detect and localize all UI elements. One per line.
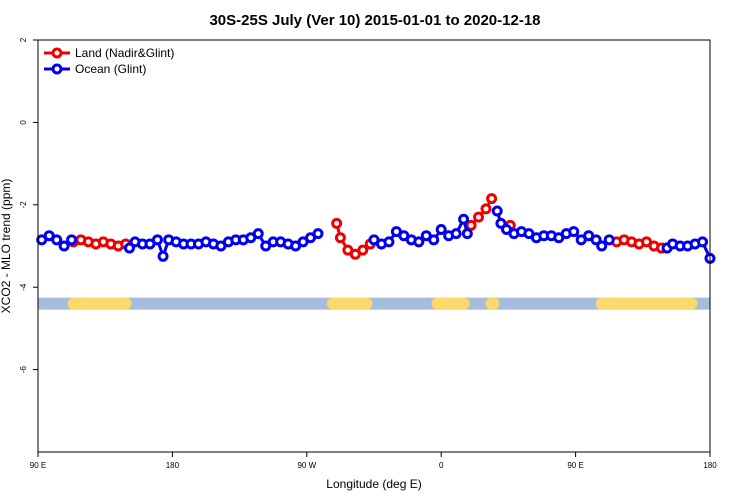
x-tick-label: 180 [703,461,717,470]
y-tick-label: -2 [19,201,28,209]
plot-series [36,193,716,264]
data-point [486,193,498,205]
data-point [480,203,492,215]
data-point [331,217,343,229]
y-axis-label: XCO2 - MLO trend (ppm) [0,179,13,314]
data-point [590,234,602,246]
data-point [413,236,425,248]
x-axis: 90 E 180 90 W 0 90 E 180 [30,452,717,470]
legend: Land (Nadir&Glint) Ocean (Glint) [44,46,174,76]
x-tick-label: 90 W [297,461,316,470]
data-point [461,228,473,240]
x-axis-label: Longitude (deg E) [326,477,421,491]
data-point [312,228,324,240]
data-point [151,234,163,246]
plot-frame [37,39,711,453]
data-point [465,219,477,231]
data-point [458,213,470,225]
legend-label: Land (Nadir&Glint) [75,46,174,60]
y-tick-label: 2 [19,37,28,42]
data-point [334,232,346,244]
data-point [51,234,63,246]
legend-marker [51,47,63,59]
data-point [428,234,440,246]
chart-title: 30S-25S July (Ver 10) 2015-01-01 to 2020… [209,12,540,29]
y-tick-label: -4 [19,283,28,291]
legend-label: Ocean (Glint) [75,62,146,76]
data-point [697,236,709,248]
data-point [568,226,580,238]
y-tick-label: -6 [19,365,28,373]
x-tick-label: 0 [439,461,444,470]
data-point [450,228,462,240]
x-tick-label: 90 E [30,461,46,470]
data-point [435,224,447,236]
data-point [603,234,615,246]
data-point [252,228,264,240]
legend-marker [51,63,63,75]
y-axis: 2 0 -2 -4 -6 [19,37,38,373]
x-tick-label: 90 E [567,461,583,470]
x-tick-label: 180 [166,461,180,470]
series-line [469,197,493,227]
data-point [66,234,78,246]
data-point [357,244,369,256]
y-tick-label: 0 [19,120,28,125]
data-point [596,240,608,252]
data-point [491,205,503,217]
data-point [58,240,70,252]
data-point [157,250,169,262]
data-point [473,211,485,223]
data-point [123,242,135,254]
data-point [495,217,507,229]
data-point [383,236,395,248]
